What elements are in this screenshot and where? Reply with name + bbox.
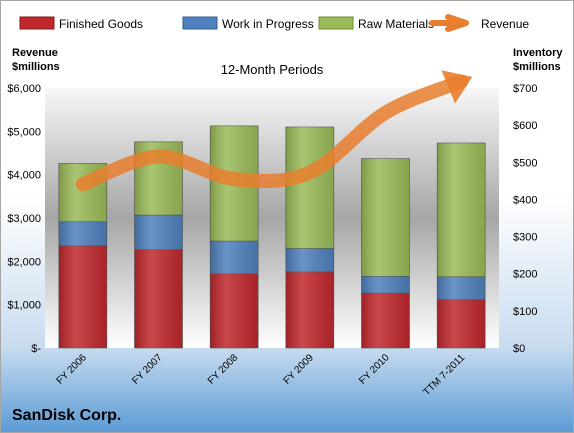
legend-label-revenue: Revenue [481,17,529,31]
bar-shine [58,221,107,246]
y-right-tick-label: $700 [513,83,537,95]
y-left-tick-label: $5,000 [7,126,41,138]
bar-shine [58,245,107,348]
legend-swatch-revenue [445,14,469,32]
y-right-label-line2: $millions [513,61,561,73]
bar-shine [134,249,183,348]
y-right-tick-label: $400 [513,194,537,206]
y-left-label-line1: Revenue [12,47,58,59]
y-right-tick-label: $0 [513,343,525,355]
bar-shine [361,293,410,348]
y-right-tick-label: $300 [513,232,537,244]
bar-shine [285,127,334,249]
revenue-line [75,74,469,192]
legend-swatch-finished-goods [19,16,55,30]
y-left-tick-label: $6,000 [7,83,41,95]
legend-label-raw-materials: Raw Materials [358,17,434,31]
bar-shine [210,241,259,274]
plot-area [45,88,499,348]
revenue-arrowhead [441,70,473,104]
y-left-tick-label: $- [31,343,41,355]
bar-shine [210,273,259,348]
legend-label-work-in-progress: Work in Progress [222,17,314,31]
company-name: SanDisk Corp. [12,407,121,424]
y-right-tick-label: $500 [513,157,537,169]
bar-shine [285,248,334,272]
bar-shine [361,158,410,277]
legend-swatch-raw-materials [318,16,354,30]
bar-shine [437,142,486,277]
legend-swatch-work-in-progress [182,16,218,30]
bar-shine [437,299,486,348]
y-left-tick-label: $3,000 [7,213,41,225]
y-left-tick-label: $4,000 [7,170,41,182]
y-right-label-line1: Inventory [513,47,563,59]
legend: Finished Goods Work in Progress Raw Mate… [19,14,529,32]
revenue-layer [75,70,473,192]
y-left-tick-label: $2,000 [7,256,41,268]
y-left-label-line2: $millions [12,61,60,73]
y-right-tick-label: $200 [513,269,537,281]
y-right-tick-label: $100 [513,306,537,318]
y-left-tick-label: $1,000 [7,300,41,312]
legend-label-finished-goods: Finished Goods [59,17,143,31]
bar-shine [285,271,334,348]
chart-title: 12-Month Periods [221,62,324,77]
y-right-tick-label: $600 [513,120,537,132]
bar-shine [437,276,486,300]
bar-shine [134,215,183,250]
bars-layer [58,125,486,349]
bar-shine [361,276,410,294]
